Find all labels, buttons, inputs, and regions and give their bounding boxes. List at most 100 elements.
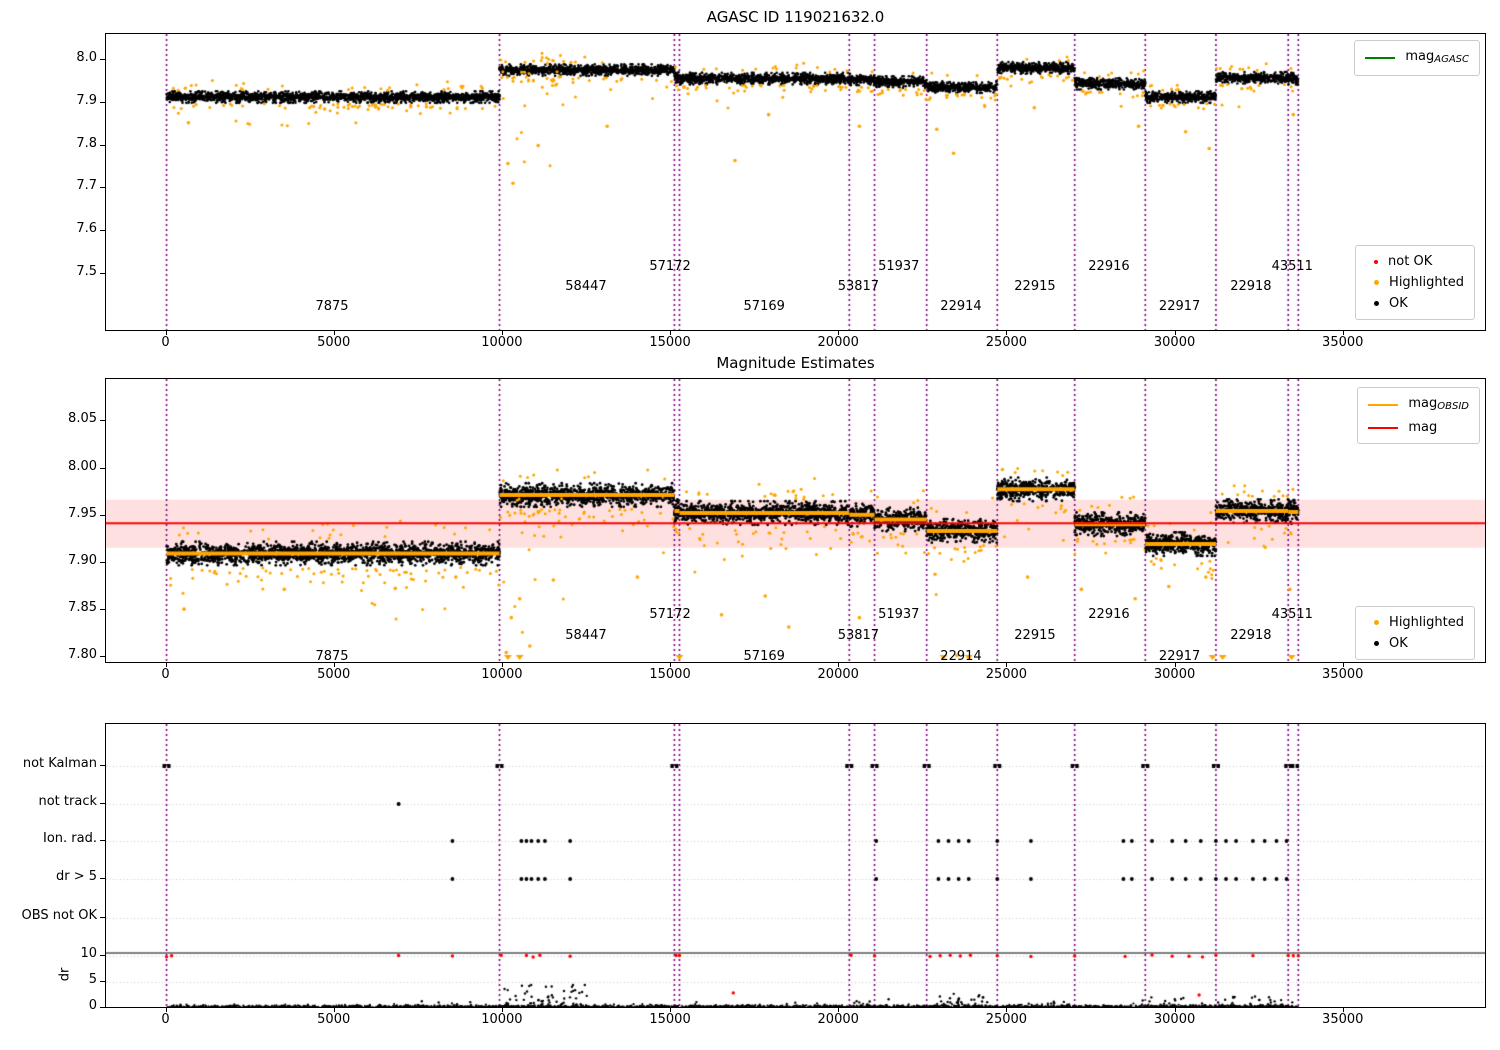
plot-mag-agasc <box>105 33 1486 331</box>
obsid-label-7875: 7875 <box>315 649 349 664</box>
tick-mark <box>100 273 105 275</box>
y-tick-label: 7.90 <box>68 552 97 568</box>
tick-mark <box>100 420 105 422</box>
x-tick-label: 0 <box>161 1012 170 1027</box>
obsid-label-7875: 7875 <box>315 299 349 314</box>
highlighted-marker-icon <box>1374 280 1380 285</box>
row-label-ion-rad-: Ion. rad. <box>43 831 97 846</box>
x-tick-label: 35000 <box>1322 335 1364 350</box>
tick-mark <box>100 656 105 658</box>
x-tick-label: 25000 <box>985 335 1028 350</box>
plot1-canvas <box>106 34 1485 330</box>
y-tick-label: 8.05 <box>68 411 97 427</box>
tick-mark <box>501 1008 503 1012</box>
obsid-label-53817: 53817 <box>837 279 880 294</box>
legend-item-mag: mag <box>1368 417 1469 438</box>
obsid-label-22917: 22917 <box>1158 649 1201 664</box>
tick-mark <box>333 331 335 335</box>
obsid-label-51937: 51937 <box>878 259 920 274</box>
tick-mark <box>165 1008 167 1012</box>
x-tick-label: 5000 <box>317 335 351 350</box>
x-tick-label: 5000 <box>317 1012 351 1027</box>
obsid-label-22918: 22918 <box>1230 279 1272 294</box>
x-tick-label: 15000 <box>649 335 691 350</box>
legend-label: Highlighted <box>1389 275 1464 290</box>
plot2-line-legend: magOBSID mag <box>1357 387 1480 444</box>
x-tick-label: 20000 <box>817 335 859 350</box>
tick-mark <box>100 467 105 469</box>
tick-mark <box>333 663 335 667</box>
obsid-label-53817: 53817 <box>837 628 880 643</box>
x-tick-label: 30000 <box>1153 335 1196 350</box>
tick-mark <box>100 955 105 956</box>
legend-label: magAGASC <box>1405 49 1469 65</box>
obsid-label-22916: 22916 <box>1088 607 1130 622</box>
legend-item-mag-obsid: magOBSID <box>1368 393 1469 417</box>
tick-mark <box>100 187 105 189</box>
tick-mark <box>1174 663 1176 667</box>
x-tick-label: 30000 <box>1153 1012 1196 1027</box>
x-tick-label: 30000 <box>1153 667 1196 682</box>
x-tick-label: 25000 <box>985 667 1028 682</box>
obsid-label-22914: 22914 <box>940 299 982 314</box>
tick-mark <box>838 331 840 335</box>
legend-label: OK <box>1389 636 1408 651</box>
tick-mark <box>100 981 105 982</box>
row-label-not-track: not track <box>38 794 97 809</box>
x-tick-label: 25000 <box>985 1012 1028 1027</box>
tick-mark <box>100 878 105 879</box>
tick-mark <box>1342 331 1344 335</box>
obsid-label-22915: 22915 <box>1014 279 1056 294</box>
red-line-swatch <box>1368 426 1399 429</box>
y-tick-label: 7.5 <box>76 264 97 280</box>
y-tick-label: 7.6 <box>76 221 97 237</box>
tick-mark <box>100 230 105 232</box>
tick-mark <box>1006 1008 1008 1012</box>
tick-mark <box>333 1008 335 1012</box>
x-tick-label: 35000 <box>1322 667 1364 682</box>
green-line-swatch <box>1365 57 1396 59</box>
tick-mark <box>670 663 672 667</box>
obsid-label-22917: 22917 <box>1158 299 1201 314</box>
obsid-label-22915: 22915 <box>1014 628 1056 643</box>
legend-item-highlighted: Highlighted <box>1366 272 1464 293</box>
y-tick-label: 7.85 <box>68 600 97 616</box>
obsid-label-22918: 22918 <box>1230 628 1272 643</box>
tick-mark <box>670 1008 672 1012</box>
obsid-label-58447: 58447 <box>565 279 607 294</box>
tick-mark <box>1342 1008 1344 1012</box>
tick-mark <box>100 561 105 563</box>
legend-label: OK <box>1389 296 1408 311</box>
dr-tick-label: 10 <box>80 946 97 961</box>
legend-label: Highlighted <box>1389 615 1464 630</box>
y-tick-label: 7.7 <box>76 178 97 194</box>
tick-mark <box>100 1007 105 1008</box>
row-label-obs-not-ok: OBS not OK <box>21 908 98 923</box>
legend-label: magOBSID <box>1408 396 1469 412</box>
tick-mark <box>165 663 167 667</box>
plot3-canvas <box>106 724 1485 1007</box>
dr-tick-label: 5 <box>88 972 97 987</box>
dr-tick-label: 0 <box>88 998 97 1013</box>
legend-label: not OK <box>1388 254 1433 269</box>
obsid-label-57169: 57169 <box>743 299 785 314</box>
plot1-line-legend: magAGASC <box>1354 40 1480 76</box>
tick-mark <box>1006 331 1008 335</box>
obsid-label-57169: 57169 <box>743 649 785 664</box>
obsid-label-51937: 51937 <box>878 607 920 622</box>
obsid-label-58447: 58447 <box>565 628 607 643</box>
y-tick-label: 8.00 <box>68 458 97 474</box>
tick-mark <box>100 144 105 146</box>
x-tick-label: 10000 <box>481 667 523 682</box>
plot2-canvas <box>106 379 1485 662</box>
legend-item-ok: OK <box>1366 633 1464 654</box>
x-tick-label: 15000 <box>649 1012 691 1027</box>
row-label-dr-5: dr > 5 <box>55 869 97 884</box>
tick-mark <box>100 803 105 804</box>
tick-mark <box>501 331 503 335</box>
tick-mark <box>100 101 105 103</box>
tick-mark <box>838 1008 840 1012</box>
legend-item-not-ok: not OK <box>1366 251 1464 272</box>
obsid-label-57172: 57172 <box>649 259 691 274</box>
